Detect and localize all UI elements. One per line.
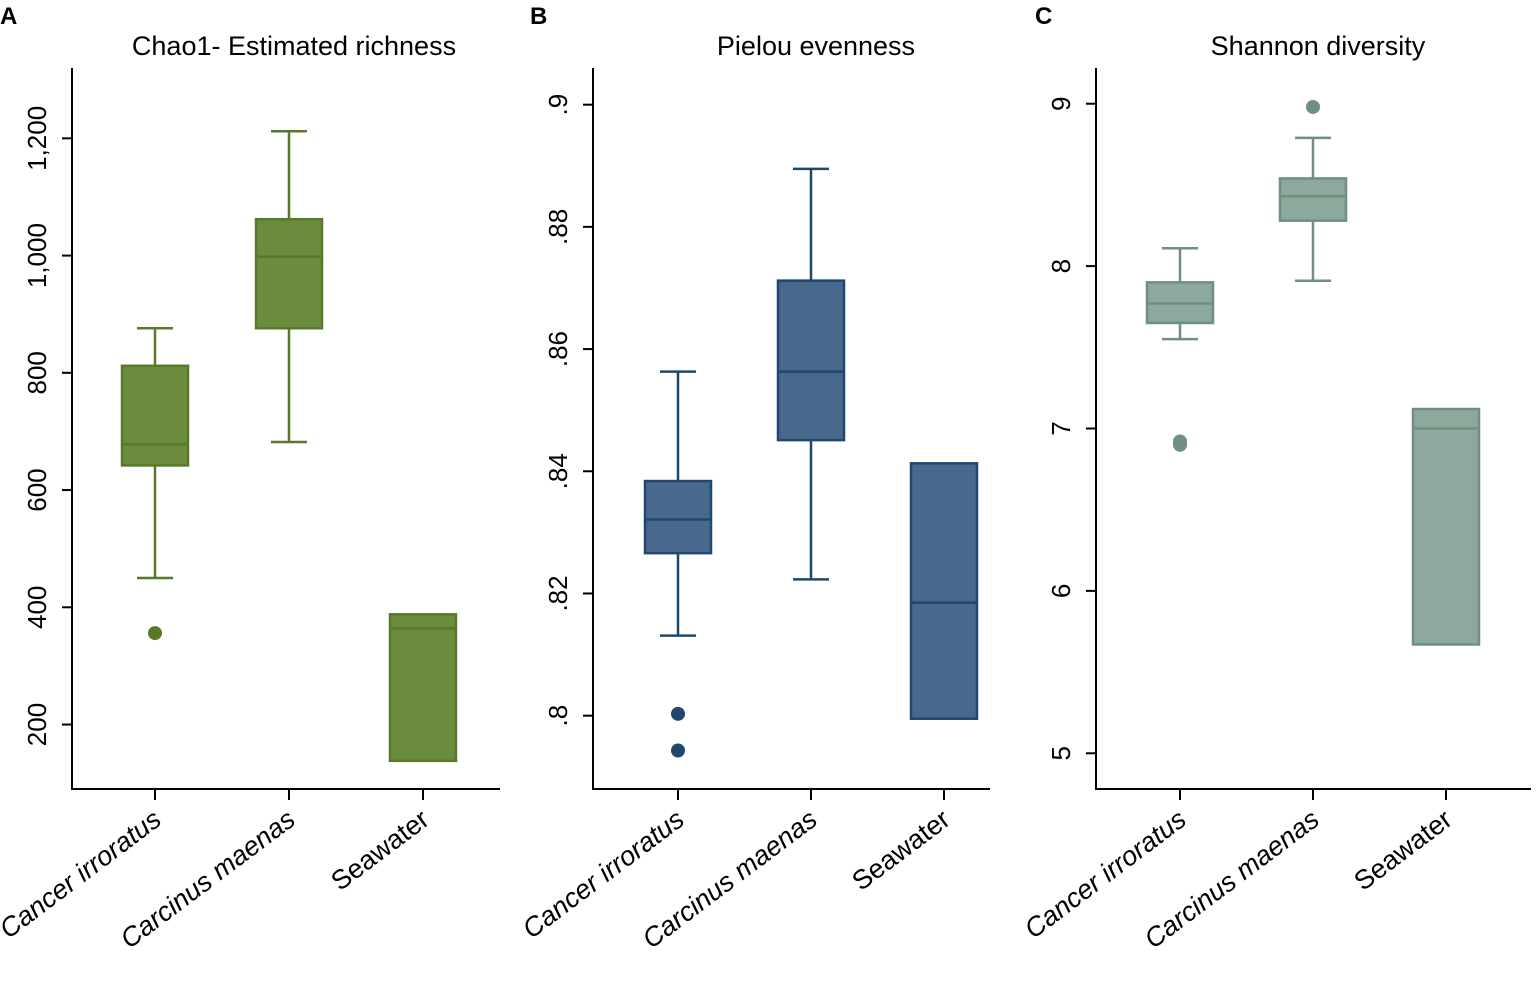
panel-b-ytick-label: .84 <box>543 453 573 489</box>
panel-c-outlier-point <box>1173 434 1187 449</box>
panel-c-letter: C <box>1035 3 1052 30</box>
panel-a-xtick-label: Seawater <box>325 804 434 897</box>
panel-c-xtick-label: Seawater <box>1348 804 1457 897</box>
panel-a-ytick-label: 600 <box>22 468 52 511</box>
panel-b-ytick-label: .82 <box>543 575 573 611</box>
panel-a-ytick-label: 1,200 <box>22 106 52 171</box>
panel-a-ytick-label: 200 <box>22 703 52 746</box>
panel-a-iqr-box <box>388 613 458 763</box>
panel-a-ytick-label: 800 <box>22 351 52 394</box>
panel-b: B Pielou evenness .8.82.84.86.88.9Cancer… <box>517 3 990 954</box>
panel-b-title: Pielou evenness <box>717 31 915 61</box>
panel-a: A Chao1- Estimated richness 200 400 600 800… <box>0 3 500 954</box>
panel-a-iqr-box <box>120 364 190 467</box>
panel-c-box-1 <box>1278 99 1348 282</box>
panel-b-xtick-label: Seawater <box>846 804 955 897</box>
panel-b-iqr-box <box>909 462 979 720</box>
panel-a-title: Chao1- Estimated richness <box>132 31 456 61</box>
panel-c-box-0 <box>1145 247 1215 452</box>
panel-b-outlier-point <box>671 706 685 721</box>
panel-c-ytick-label: 7 <box>1046 421 1076 435</box>
panel-b-letter: B <box>530 3 547 30</box>
panel-c-ytick-label: 5 <box>1046 746 1076 760</box>
panel-b-box-0 <box>643 370 713 758</box>
panel-b-iqr-box <box>643 479 713 555</box>
panel-b-box-2 <box>909 462 979 720</box>
panel-b-ytick-label: .8 <box>543 705 573 727</box>
panel-c-ytick-label: 9 <box>1046 96 1076 110</box>
panel-a-box-1 <box>254 130 324 444</box>
panel-c-iqr-box <box>1411 407 1481 646</box>
panel-a-ytick-label: 400 <box>22 586 52 629</box>
panel-a-box-0 <box>120 327 190 641</box>
panel-a-box-2 <box>388 613 458 763</box>
panel-b-ytick-label: .9 <box>543 94 573 116</box>
panel-c-title: Shannon diversity <box>1211 31 1426 61</box>
panel-c-outlier-point <box>1306 99 1320 114</box>
panel-c-box-2 <box>1411 407 1481 646</box>
panel-c-iqr-box <box>1278 177 1348 222</box>
panel-c-ytick-label: 6 <box>1046 584 1076 598</box>
panel-a-iqr-box <box>254 217 324 330</box>
panel-c-ytick-label: 8 <box>1046 259 1076 273</box>
panel-a-outlier-point <box>148 626 162 641</box>
panel-b-iqr-box <box>776 279 846 442</box>
panel-b-outlier-point <box>671 743 685 758</box>
panel-a-ytick-label: 1,000 <box>22 223 52 288</box>
panel-b-box-1 <box>776 167 846 581</box>
panel-a-letter: A <box>0 3 17 30</box>
panel-b-ytick-label: .86 <box>543 331 573 367</box>
panel-b-ytick-label: .88 <box>543 209 573 245</box>
